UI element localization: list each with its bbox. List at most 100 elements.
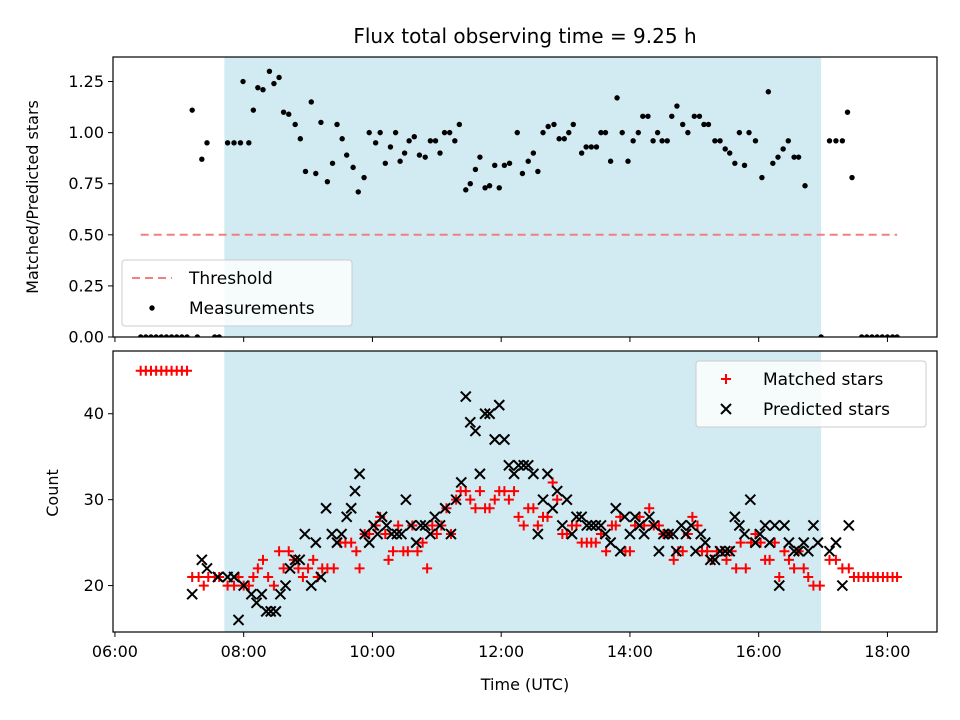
data-point xyxy=(456,121,463,128)
data-point xyxy=(783,536,795,549)
data-point xyxy=(826,138,833,144)
data-point xyxy=(278,563,289,574)
data-point xyxy=(503,494,514,505)
data-point xyxy=(740,563,751,574)
data-point xyxy=(334,121,340,128)
data-point xyxy=(489,494,500,505)
data-point xyxy=(204,140,210,146)
data-point xyxy=(733,519,746,532)
data-point xyxy=(331,536,343,549)
data-point xyxy=(340,511,353,523)
data-point xyxy=(416,152,423,158)
data-point xyxy=(785,138,791,144)
data-point xyxy=(201,562,213,575)
data-point xyxy=(401,150,408,156)
data-point xyxy=(216,334,222,337)
bottom-x-tick-label: 16:00 xyxy=(736,642,782,661)
data-point xyxy=(644,503,655,514)
data-point xyxy=(775,154,781,160)
data-point xyxy=(465,494,476,505)
data-point xyxy=(168,334,175,337)
legend-box xyxy=(695,360,927,428)
data-point xyxy=(879,334,885,337)
data-point xyxy=(664,138,670,144)
data-point xyxy=(556,136,562,142)
data-point xyxy=(143,334,149,337)
data-point xyxy=(460,390,472,403)
data-point xyxy=(814,580,825,591)
data-point xyxy=(310,536,322,549)
data-point xyxy=(452,138,458,144)
data-point xyxy=(477,154,483,160)
data-point xyxy=(736,129,743,136)
data-point xyxy=(339,136,345,142)
data-point xyxy=(350,164,356,171)
data-point xyxy=(755,537,766,548)
data-point xyxy=(252,563,263,574)
data-point xyxy=(812,536,824,549)
data-point xyxy=(630,138,636,144)
legend-label: Predicted stars xyxy=(763,400,890,420)
data-point xyxy=(530,150,537,156)
data-point xyxy=(864,334,870,337)
data-point xyxy=(237,140,244,146)
data-point xyxy=(186,588,198,600)
data-point xyxy=(299,528,311,540)
data-point xyxy=(198,580,209,591)
data-point xyxy=(293,563,304,574)
data-point xyxy=(643,511,655,523)
data-point xyxy=(687,511,698,522)
data-point xyxy=(432,138,439,144)
data-point xyxy=(522,459,534,471)
data-point xyxy=(158,334,164,337)
data-point xyxy=(411,134,417,140)
top-y-axis-label: Matched/Predicted stars xyxy=(23,100,42,294)
data-point xyxy=(358,528,371,540)
data-point xyxy=(424,528,437,540)
data-point xyxy=(807,519,820,532)
legend-label: Threshold xyxy=(188,269,273,289)
data-point xyxy=(619,511,631,523)
data-point xyxy=(519,170,526,177)
data-point xyxy=(402,546,413,557)
data-point xyxy=(380,519,393,532)
data-point xyxy=(769,519,781,532)
data-point xyxy=(532,528,544,540)
data-point xyxy=(422,154,428,160)
data-point xyxy=(431,529,442,540)
data-point xyxy=(483,408,496,420)
data-point xyxy=(657,528,670,540)
data-point xyxy=(537,493,549,506)
data-point xyxy=(792,545,805,557)
data-point xyxy=(578,150,585,156)
data-point xyxy=(570,121,576,128)
bottom-x-tick-label: 18:00 xyxy=(864,642,910,661)
data-point xyxy=(265,605,277,618)
bottom-axes-frame xyxy=(112,350,938,633)
data-point xyxy=(789,563,800,574)
data-point xyxy=(599,528,612,540)
data-point xyxy=(669,113,675,119)
data-point xyxy=(372,140,379,146)
data-point xyxy=(493,399,505,411)
data-point xyxy=(590,537,601,548)
data-point xyxy=(518,459,530,471)
data-point xyxy=(280,109,287,115)
data-point xyxy=(849,174,855,181)
data-point xyxy=(759,174,765,181)
data-point xyxy=(648,519,660,532)
data-point xyxy=(174,334,180,337)
top-legend: Threshold Measurements xyxy=(121,259,353,327)
data-point xyxy=(535,168,541,175)
data-point xyxy=(545,123,551,130)
data-point xyxy=(492,162,498,169)
data-point xyxy=(250,597,263,609)
data-point xyxy=(668,554,679,565)
data-point xyxy=(283,546,294,557)
data-point xyxy=(685,129,691,136)
data-point xyxy=(380,529,391,540)
data-point xyxy=(662,528,675,540)
data-point xyxy=(246,140,252,146)
data-point xyxy=(714,545,726,557)
data-point xyxy=(498,433,511,446)
